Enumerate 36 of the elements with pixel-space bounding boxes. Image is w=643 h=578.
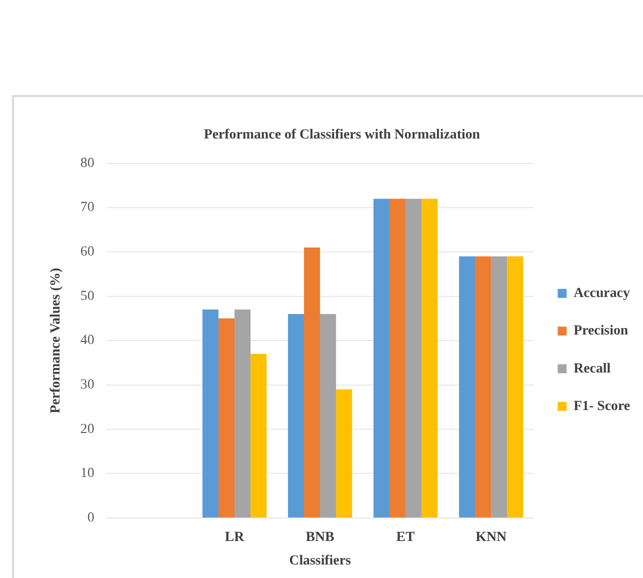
y-tick-label: 60 bbox=[80, 244, 94, 260]
bar bbox=[234, 310, 251, 518]
bar bbox=[320, 314, 336, 518]
bar bbox=[202, 310, 218, 518]
y-tick-label: 10 bbox=[80, 466, 94, 482]
y-tick-label: 40 bbox=[80, 333, 94, 348]
bar bbox=[218, 318, 235, 518]
bar bbox=[390, 198, 406, 518]
legend-label: Precision bbox=[574, 324, 628, 339]
bar bbox=[406, 198, 422, 518]
bar bbox=[288, 314, 304, 518]
bar bbox=[475, 256, 492, 518]
x-tick-label: LR bbox=[224, 530, 246, 545]
bar bbox=[373, 198, 390, 518]
legend-label: F1- Score bbox=[574, 399, 630, 414]
x-axis-title: Classifiers bbox=[289, 553, 352, 568]
y-tick-label: 70 bbox=[80, 200, 94, 216]
bar bbox=[422, 198, 438, 518]
chart-title: Performance of Classifiers with Normalization bbox=[204, 128, 480, 143]
bar bbox=[459, 256, 476, 518]
x-tick-label: KNN bbox=[476, 530, 507, 545]
y-tick-label: 80 bbox=[80, 156, 94, 171]
x-tick-label: ET bbox=[396, 530, 416, 545]
y-tick-label: 50 bbox=[80, 288, 94, 304]
bar bbox=[507, 256, 524, 518]
bar bbox=[304, 247, 320, 518]
legend-label: Recall bbox=[574, 361, 611, 376]
bar bbox=[491, 256, 508, 518]
legend-label: Accuracy bbox=[574, 286, 630, 301]
y-tick-label: 0 bbox=[87, 510, 94, 526]
x-tick-label: BNB bbox=[306, 530, 334, 545]
y-tick-label: 30 bbox=[80, 378, 94, 393]
y-axis-title: Performance Values (%) bbox=[48, 267, 64, 414]
bar bbox=[336, 389, 352, 518]
y-tick-label: 20 bbox=[80, 422, 94, 437]
bar bbox=[250, 354, 267, 518]
